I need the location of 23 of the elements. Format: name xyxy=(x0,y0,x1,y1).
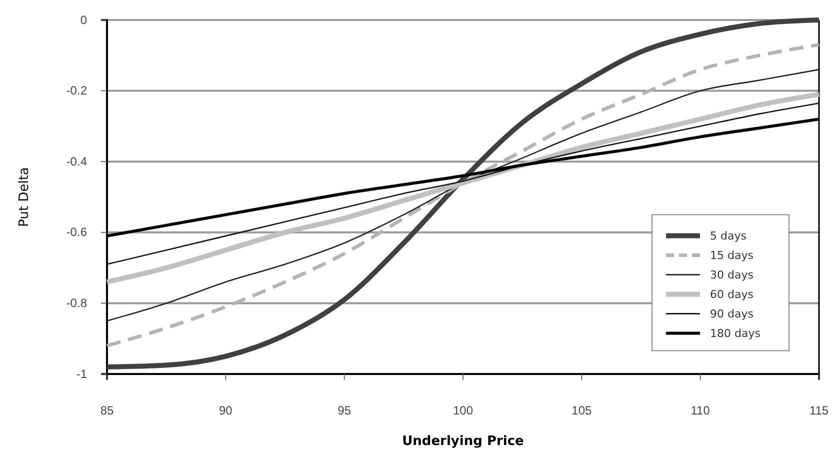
y-tick-label: 0 xyxy=(80,12,88,27)
y-tick-label: -0.6 xyxy=(66,225,88,240)
y-tick-label: -0.2 xyxy=(66,84,88,98)
x-tick-label: 100 xyxy=(452,404,474,418)
legend-label: 60 days xyxy=(710,288,754,302)
legend-label: 90 days xyxy=(710,308,754,321)
x-tick-label: 115 xyxy=(809,404,829,418)
x-tick-label: 85 xyxy=(100,404,114,418)
y-tick-label: -0.8 xyxy=(66,296,88,310)
x-tick-label: 95 xyxy=(338,404,352,418)
y-axis-title: Put Delta xyxy=(17,167,32,227)
legend-label: 15 days xyxy=(710,249,754,262)
x-tick-label: 105 xyxy=(572,404,592,418)
x-tick-label: 110 xyxy=(690,404,710,418)
x-tick-label: 90 xyxy=(218,404,233,418)
legend-label: 180 days xyxy=(710,327,761,340)
y-tick-label: -1 xyxy=(76,366,88,381)
legend-label: 30 days xyxy=(710,268,754,282)
line-series xyxy=(106,68,820,322)
y-tick-label: -0.4 xyxy=(66,154,88,168)
legend-label: 5 days xyxy=(710,230,747,243)
line-series xyxy=(106,102,820,265)
x-axis-title: Underlying Price xyxy=(402,434,524,449)
